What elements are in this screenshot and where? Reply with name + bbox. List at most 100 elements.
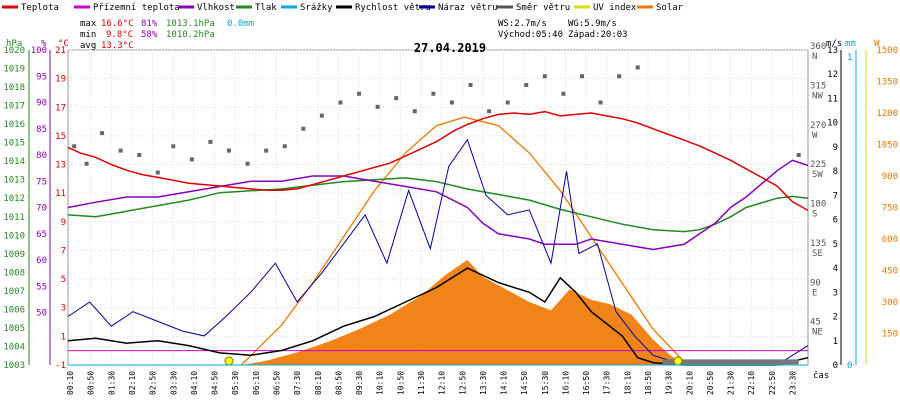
wind-direction-point xyxy=(189,157,194,162)
pressure-tick: 1006 xyxy=(3,305,25,315)
stat-avg-label: avg xyxy=(80,41,96,51)
temperature-tick: 13 xyxy=(55,161,66,171)
solar-tick: 450 xyxy=(882,267,898,277)
wind-tick: 8 xyxy=(833,167,838,177)
stat-ws: WS:2.7m/s xyxy=(498,19,547,29)
time-tick: 16:50 xyxy=(582,371,591,395)
time-tick: 10:50 xyxy=(396,371,405,395)
wind-direction-point xyxy=(301,126,306,131)
humidity-tick: 85 xyxy=(36,125,47,135)
pressure-tick: 1009 xyxy=(3,250,25,260)
wind-direction-point xyxy=(524,83,529,87)
pressure-tick: 1015 xyxy=(3,139,25,149)
solar-tick: 600 xyxy=(882,235,898,245)
pressure-axis-unit: hPa xyxy=(6,39,22,49)
wind-direction-point xyxy=(72,144,77,149)
wind-tick: 13 xyxy=(827,46,838,56)
stat-max-label: max xyxy=(80,19,97,29)
rain-axis-unit: mm xyxy=(845,39,856,49)
direction-label: S xyxy=(812,210,817,220)
temperature-tick: -1 xyxy=(55,361,66,371)
legend-label: Srážky xyxy=(300,3,333,13)
wind-direction-point xyxy=(598,100,603,105)
wind-direction-point xyxy=(84,161,89,166)
direction-label: SW xyxy=(812,170,823,180)
humidity-tick: 95 xyxy=(36,72,47,82)
stat-sunset: Západ:20:03 xyxy=(568,30,628,40)
temperature-tick: 1 xyxy=(61,332,66,342)
temperature-tick: 3 xyxy=(61,304,66,314)
legend-label: Přízemní teplota xyxy=(93,3,180,13)
direction-label: W xyxy=(812,131,818,141)
pressure-tick: 1008 xyxy=(3,268,25,278)
pressure-tick: 1019 xyxy=(3,65,25,75)
stat-min-temp: 9.8°C xyxy=(106,30,133,40)
wind-tick: 9 xyxy=(833,143,838,153)
wind-direction-point xyxy=(505,100,510,105)
solar-tick: 1200 xyxy=(876,109,898,119)
right-axes: 45NE90E135SE180S225SW270W315NW360Nm/s012… xyxy=(810,39,898,371)
time-tick: 02:50 xyxy=(149,371,158,395)
wind-tick: 12 xyxy=(827,70,838,80)
temperature-series xyxy=(67,110,809,212)
stat-wg: WG:5.9m/s xyxy=(568,19,617,29)
legend-label: Teplota xyxy=(21,3,59,13)
solar-tick: 300 xyxy=(882,298,898,308)
wind-direction-point xyxy=(208,139,213,144)
temperature-tick: 5 xyxy=(61,275,66,285)
wind-direction-point xyxy=(118,148,123,153)
wind-direction-point xyxy=(319,113,324,118)
time-tick: 11:30 xyxy=(417,371,426,395)
wind-direction-point xyxy=(487,109,492,114)
time-tick: 08:50 xyxy=(334,371,343,395)
pressure-series xyxy=(67,177,809,233)
pressure-tick: 1011 xyxy=(3,213,25,223)
time-tick: 00:10 xyxy=(66,371,75,395)
direction-tick: 90 xyxy=(810,278,821,288)
wind-direction-point xyxy=(412,109,417,114)
time-tick: 18:50 xyxy=(644,371,653,395)
humidity-tick: 75 xyxy=(36,177,47,187)
stat-max-temp: 16.6°C xyxy=(101,19,134,29)
solar-tick: 1500 xyxy=(876,46,898,56)
pressure-tick: 1005 xyxy=(3,324,25,334)
time-tick: 05:30 xyxy=(231,371,240,395)
stat-avg-temp: 13.3°C xyxy=(101,41,134,51)
wind-tick: 4 xyxy=(833,264,838,274)
wind-direction-point xyxy=(468,83,473,87)
direction-tick: 270 xyxy=(810,121,826,131)
wind-direction-point xyxy=(617,74,622,79)
time-tick: 20:10 xyxy=(685,371,694,395)
wind-gust-series xyxy=(67,138,809,366)
solar-tick: 900 xyxy=(882,172,898,182)
time-axis: 00:10 00:50 01:30 02:10 02:50 03:30 04:10 04:50… xyxy=(66,370,829,395)
stat-min-hum: 58% xyxy=(141,30,158,40)
legend-label: Tlak xyxy=(255,3,277,13)
direction-label: NW xyxy=(812,91,823,101)
rain-tick: 0 xyxy=(847,361,852,371)
solar-tick: 750 xyxy=(882,204,898,214)
time-tick: 06:50 xyxy=(272,371,281,395)
temperature-tick: 11 xyxy=(55,189,66,199)
wind-tick: 3 xyxy=(833,288,838,298)
wind-direction-point xyxy=(137,153,142,157)
temperature-tick: 15 xyxy=(55,132,66,142)
direction-tick: 360 xyxy=(810,42,826,52)
wind-direction-point xyxy=(264,148,269,153)
time-tick: 10:10 xyxy=(376,371,385,395)
wind-direction-point xyxy=(796,153,801,157)
time-tick: 12:10 xyxy=(438,371,447,395)
time-tick: 22:10 xyxy=(747,371,756,395)
humidity-tick: 70 xyxy=(36,204,47,214)
time-tick: 01:30 xyxy=(107,371,116,395)
wind-direction-point xyxy=(375,104,380,109)
wind-tick: 5 xyxy=(833,240,838,250)
time-tick: 00:50 xyxy=(87,371,96,395)
time-tick: 06:10 xyxy=(252,371,261,395)
wind-tick: 10 xyxy=(827,119,838,129)
solar-tick: 1350 xyxy=(876,78,898,88)
solar-series xyxy=(68,260,808,365)
direction-tick: 45 xyxy=(810,318,821,328)
stat-max-rain: 0.0mm xyxy=(227,19,254,29)
